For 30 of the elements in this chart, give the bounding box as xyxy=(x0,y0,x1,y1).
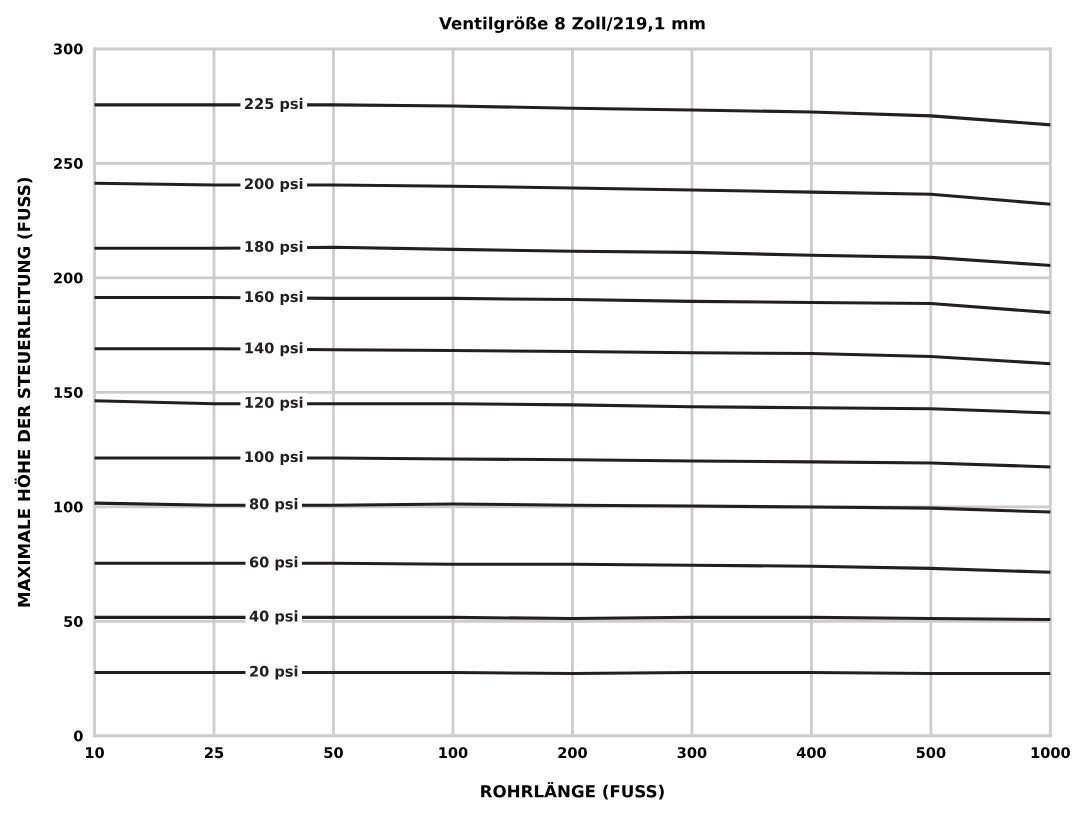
series-label: 120 psi xyxy=(245,396,303,411)
series-label: 200 psi xyxy=(245,177,303,193)
y-tick-label: 150 xyxy=(54,386,83,399)
y-axis-title: MAXIMALE HÖHE DER STEUERLEITUNG (FUSS) xyxy=(14,178,33,607)
x-axis-title: ROHRLÄNGE (FUSS) xyxy=(481,781,664,800)
series-label: 160 psi xyxy=(245,290,303,305)
x-tick-label: 100 xyxy=(439,747,468,759)
y-tick-label: 250 xyxy=(54,157,83,170)
series-label: 100 psi xyxy=(245,450,303,466)
y-tick-label: 200 xyxy=(54,272,83,284)
x-tick-label: 500 xyxy=(916,747,946,759)
x-tick-label: 50 xyxy=(324,747,343,759)
series-label: 225 psi xyxy=(245,97,303,112)
y-tick-label: 100 xyxy=(54,501,83,513)
x-tick-label: 400 xyxy=(796,747,826,759)
series-label: 180 psi xyxy=(245,240,303,255)
series-label: 140 psi xyxy=(245,342,303,357)
series-label: 20 psi xyxy=(250,665,298,680)
x-tick-label: 200 xyxy=(558,747,587,759)
x-tick-label: 1000 xyxy=(1031,747,1070,759)
x-tick-label: 25 xyxy=(205,747,224,759)
y-tick-label: 300 xyxy=(53,43,83,55)
x-tick-label: 10 xyxy=(86,747,104,759)
chart-title: Ventilgröße 8 Zoll/219,1 mm xyxy=(439,16,705,33)
series-label: 40 psi xyxy=(249,610,298,625)
x-tick-label: 300 xyxy=(677,747,707,759)
series-label: 60 psi xyxy=(249,556,298,571)
series-label: 80 psi xyxy=(249,498,298,513)
y-tick-label: 0 xyxy=(73,730,83,742)
y-tick-label: 50 xyxy=(64,615,83,628)
